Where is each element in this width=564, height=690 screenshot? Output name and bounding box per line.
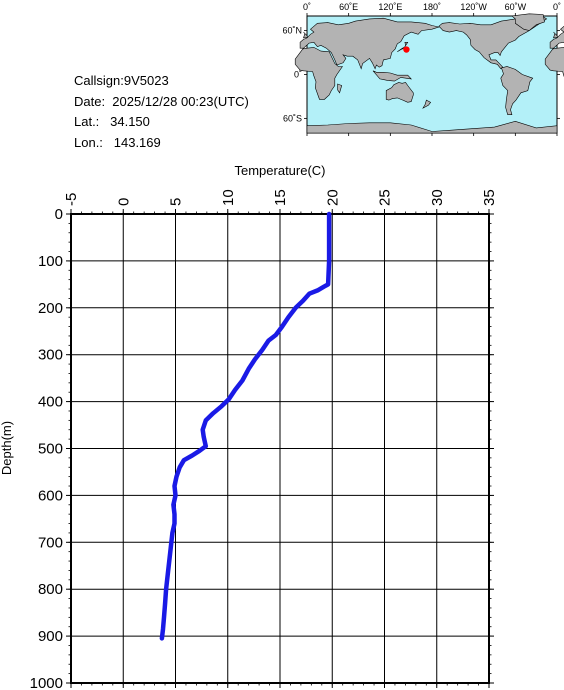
y-tick-label: 0 — [55, 206, 63, 223]
indonesia-landmass — [372, 70, 413, 82]
x-tick-labels: -5 0 5 10 15 20 25 30 35 — [63, 189, 498, 206]
map-labels: 0˚ 60˚E 120˚E 180˚ 120˚W 60˚W 0˚ 60˚N 0˚ 60˚S — [282, 2, 561, 123]
y-tick-label: 100 — [38, 253, 63, 270]
date-text: Date: 2025/12/28 00:23(UTC) — [74, 93, 249, 109]
map-lon-label: 180˚ — [423, 2, 441, 12]
map-lat-label: 60˚S — [283, 113, 302, 123]
x-tick-label: 10 — [220, 189, 237, 206]
station-marker — [403, 46, 410, 53]
y-tick-label: 700 — [38, 534, 63, 551]
map-lon-label: 60˚W — [505, 2, 527, 12]
x-tick-label: 15 — [272, 189, 289, 206]
europe-asia-wrap-landmass — [549, 25, 564, 49]
antarctica-landmass — [306, 120, 558, 134]
map-lon-label: 0˚ — [303, 2, 311, 12]
map-lat-label: 60˚N — [282, 26, 302, 36]
greenland-landmass — [511, 13, 545, 31]
x-tick-label: 0 — [115, 198, 132, 206]
south-america-landmass — [500, 66, 534, 115]
plot-frame — [70, 213, 490, 684]
map-lat-label: 0˚ — [294, 70, 302, 80]
y-tick-label: 200 — [38, 300, 63, 317]
y-tick-label: 500 — [38, 441, 63, 458]
latitude-text: Lat.: 34.150 — [74, 114, 150, 129]
map-land — [294, 13, 564, 134]
y-tick-labels: 0 100 200 300 400 500 600 700 800 900 1000 — [30, 206, 63, 690]
australia-landmass — [385, 82, 414, 103]
y-axis-title: Depth(m) — [0, 421, 14, 475]
africa-wrap-landmass — [544, 47, 564, 78]
x-tick-label: -5 — [63, 193, 80, 206]
callsign-text: Callsign:9V5023 — [74, 73, 169, 88]
madagascar-landmass — [337, 83, 343, 94]
uk-wrap-landmass — [553, 31, 559, 39]
europe-asia-landmass — [299, 17, 441, 70]
longitude-text: Lon.: 143.169 — [74, 134, 161, 150]
japan-landmass — [397, 41, 409, 53]
temperature-depth-plot: -5 0 5 10 15 20 25 30 35 01002003004005006007008… — [0, 163, 498, 690]
x-tick-label: 30 — [429, 189, 446, 206]
map-lon-label: 60˚E — [339, 2, 358, 12]
y-tick-label: 300 — [38, 347, 63, 364]
map-ticks — [304, 13, 560, 136]
y-tick-label: 600 — [38, 487, 63, 504]
world-map: 0˚ 60˚E 120˚E 180˚ 120˚W 60˚W 0˚ 60˚N 0˚ 60˚S — [282, 2, 564, 136]
x-axis-title: Temperature(C) — [234, 163, 325, 178]
y-tick-label: 800 — [38, 581, 63, 598]
y-tick-label: 400 — [38, 394, 63, 411]
uk-landmass — [303, 31, 309, 39]
map-lon-label: 120˚W — [460, 2, 487, 12]
y-tick-label: 900 — [38, 628, 63, 645]
map-lon-label: 120˚E — [378, 2, 402, 12]
x-tick-label: 20 — [324, 189, 341, 206]
map-lon-label: 0˚ — [553, 2, 561, 12]
station-info: Callsign:9V5023 Date: 2025/12/28 00:23(U… — [74, 71, 249, 153]
x-tick-label: 5 — [168, 198, 185, 206]
temperature-profile-line — [159, 211, 332, 641]
africa-landmass — [294, 47, 343, 100]
x-tick-label: 35 — [481, 189, 498, 206]
y-tick-label: 1000 — [30, 675, 63, 690]
x-tick-label: 25 — [377, 189, 394, 206]
north-america-landmass — [438, 14, 548, 70]
grid-lines — [66, 209, 494, 688]
new-zealand-landmass — [422, 99, 432, 109]
